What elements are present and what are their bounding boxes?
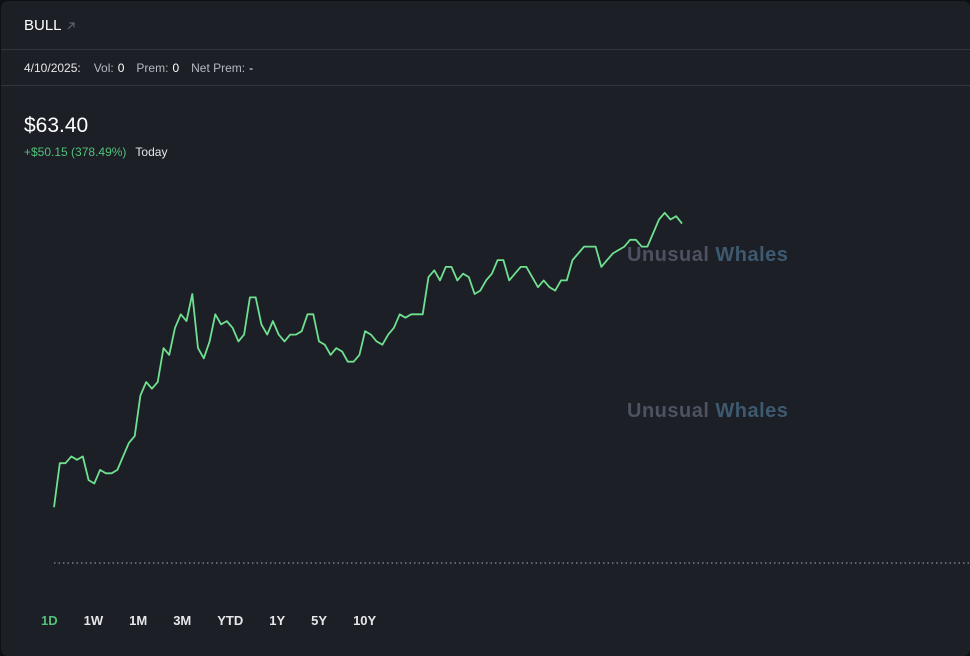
range-selector: 1D 1W 1M 3M YTD 1Y 5Y 10Y [28, 613, 389, 628]
watermark-part1: Unusual [627, 400, 710, 422]
range-button-3m[interactable]: 3M [173, 613, 192, 628]
watermark-part2: Whales [715, 244, 789, 266]
change-row: +$50.15 (378.49%) Today [24, 145, 167, 159]
arrow-up-right-icon [67, 21, 75, 29]
stats-bar: 4/10/2025: Vol: 0 Prem: 0 Net Prem: - [1, 50, 970, 86]
panel-header: BULL [1, 1, 970, 50]
prem-label: Prem: [136, 61, 169, 75]
range-button-5y[interactable]: 5Y [311, 613, 328, 628]
ticker-link[interactable]: BULL [24, 17, 77, 34]
range-button-1w[interactable]: 1W [83, 613, 104, 628]
watermark-part2: Whales [715, 400, 789, 422]
prem-value: 0 [172, 61, 180, 75]
watermark-lower: Unusual Whales [627, 400, 788, 423]
watermark-part1: Unusual [627, 244, 710, 266]
price-change: +$50.15 (378.49%) [24, 145, 127, 159]
range-button-1m[interactable]: 1M [129, 613, 148, 628]
range-button-1d[interactable]: 1D [41, 613, 58, 628]
stats-date: 4/10/2025: [24, 61, 81, 75]
price-line [53, 211, 683, 508]
watermark-upper: Unusual Whales [627, 244, 788, 267]
range-button-10y[interactable]: 10Y [353, 613, 377, 628]
ticker-symbol: BULL [24, 17, 62, 34]
change-period: Today [135, 145, 168, 159]
range-button-1y[interactable]: 1Y [269, 613, 286, 628]
vol-label: Vol: [93, 61, 114, 75]
current-price: $63.40 [24, 114, 89, 137]
net-prem-value: - [249, 61, 254, 75]
vol-value: 0 [117, 61, 125, 75]
net-prem-label: Net Prem: [191, 61, 246, 75]
range-button-ytd[interactable]: YTD [217, 613, 244, 628]
